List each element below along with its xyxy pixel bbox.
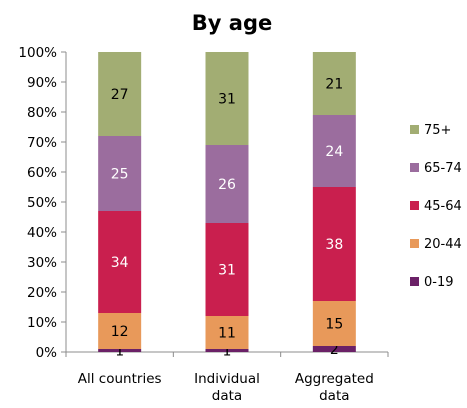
legend-label: 0-19 (424, 275, 454, 290)
x-category-label-line: data (319, 388, 349, 404)
bar-data-label: 15 (325, 317, 343, 333)
legend-label: 45-64 (424, 199, 462, 214)
bar-data-label: 12 (111, 324, 129, 340)
bar-data-label: 21 (325, 77, 343, 93)
bar-segment (98, 136, 142, 211)
bar-segment (312, 52, 356, 115)
bar-segment (205, 52, 249, 145)
x-category-label-line: Aggregated (295, 371, 374, 387)
bar-data-label: 1 (223, 344, 232, 360)
y-tick-label: 90% (27, 75, 57, 91)
bar-segment (312, 115, 356, 187)
bar-segment (205, 349, 249, 352)
y-tick-label: 30% (27, 255, 57, 271)
x-category-label: Individual data (194, 371, 260, 404)
x-category-label-line: data (212, 388, 242, 404)
y-tick-label: 10% (27, 315, 57, 331)
bar-data-label: 1 (115, 344, 124, 360)
bar-segment (312, 301, 356, 346)
x-category-label: Aggregated data (295, 371, 374, 404)
y-tick-label: 0% (36, 345, 58, 361)
bar-segment (205, 145, 249, 223)
legend-swatch (410, 239, 419, 248)
legend: 75+ 65-74 45-64 20-44 0-19 (410, 123, 462, 290)
legend-label: 20-44 (424, 237, 462, 252)
legend-label: 65-74 (424, 161, 462, 176)
bar-segment (98, 52, 142, 136)
x-category-label: All countries (78, 371, 162, 387)
axes: 0% 10% 20% 30% 40% 50% 60% 70% 80% 90% 100% All cou… (18, 45, 389, 404)
bar-data-label: 24 (325, 144, 343, 160)
chart-title: By age (192, 11, 272, 35)
legend-swatch (410, 163, 419, 172)
y-tick-label: 50% (27, 195, 57, 211)
legend-swatch (410, 125, 419, 134)
bar-data-label: 25 (111, 167, 129, 183)
legend-swatch (410, 201, 419, 210)
y-tick-label: 100% (18, 45, 57, 61)
bar-data-label: 34 (111, 255, 129, 271)
bar-segment (205, 316, 249, 349)
bar-segment (98, 211, 142, 313)
bar-segment (312, 187, 356, 301)
legend-label: 75+ (424, 123, 451, 138)
bar-segment (98, 313, 142, 349)
bar-data-label: 26 (218, 177, 236, 193)
bar-segment (312, 346, 356, 352)
y-tick-label: 20% (27, 285, 57, 301)
bar-data-label: 11 (218, 326, 236, 342)
bar-data-label: 38 (325, 237, 343, 253)
y-tick-label: 40% (27, 225, 57, 241)
y-tick-label: 70% (27, 135, 57, 151)
y-tick-label: 80% (27, 105, 57, 121)
bar-data-label: 31 (218, 263, 236, 279)
bar-data-label: 2 (330, 342, 339, 358)
bar-segment (205, 223, 249, 316)
bar-data-label: 31 (218, 92, 236, 108)
legend-swatch (410, 277, 419, 286)
x-category-label-line: All countries (78, 371, 162, 387)
x-category-label-line: Individual (194, 371, 260, 387)
bar-data-label: 27 (111, 87, 129, 103)
y-tick-label: 60% (27, 165, 57, 181)
bar-segment (98, 349, 142, 352)
